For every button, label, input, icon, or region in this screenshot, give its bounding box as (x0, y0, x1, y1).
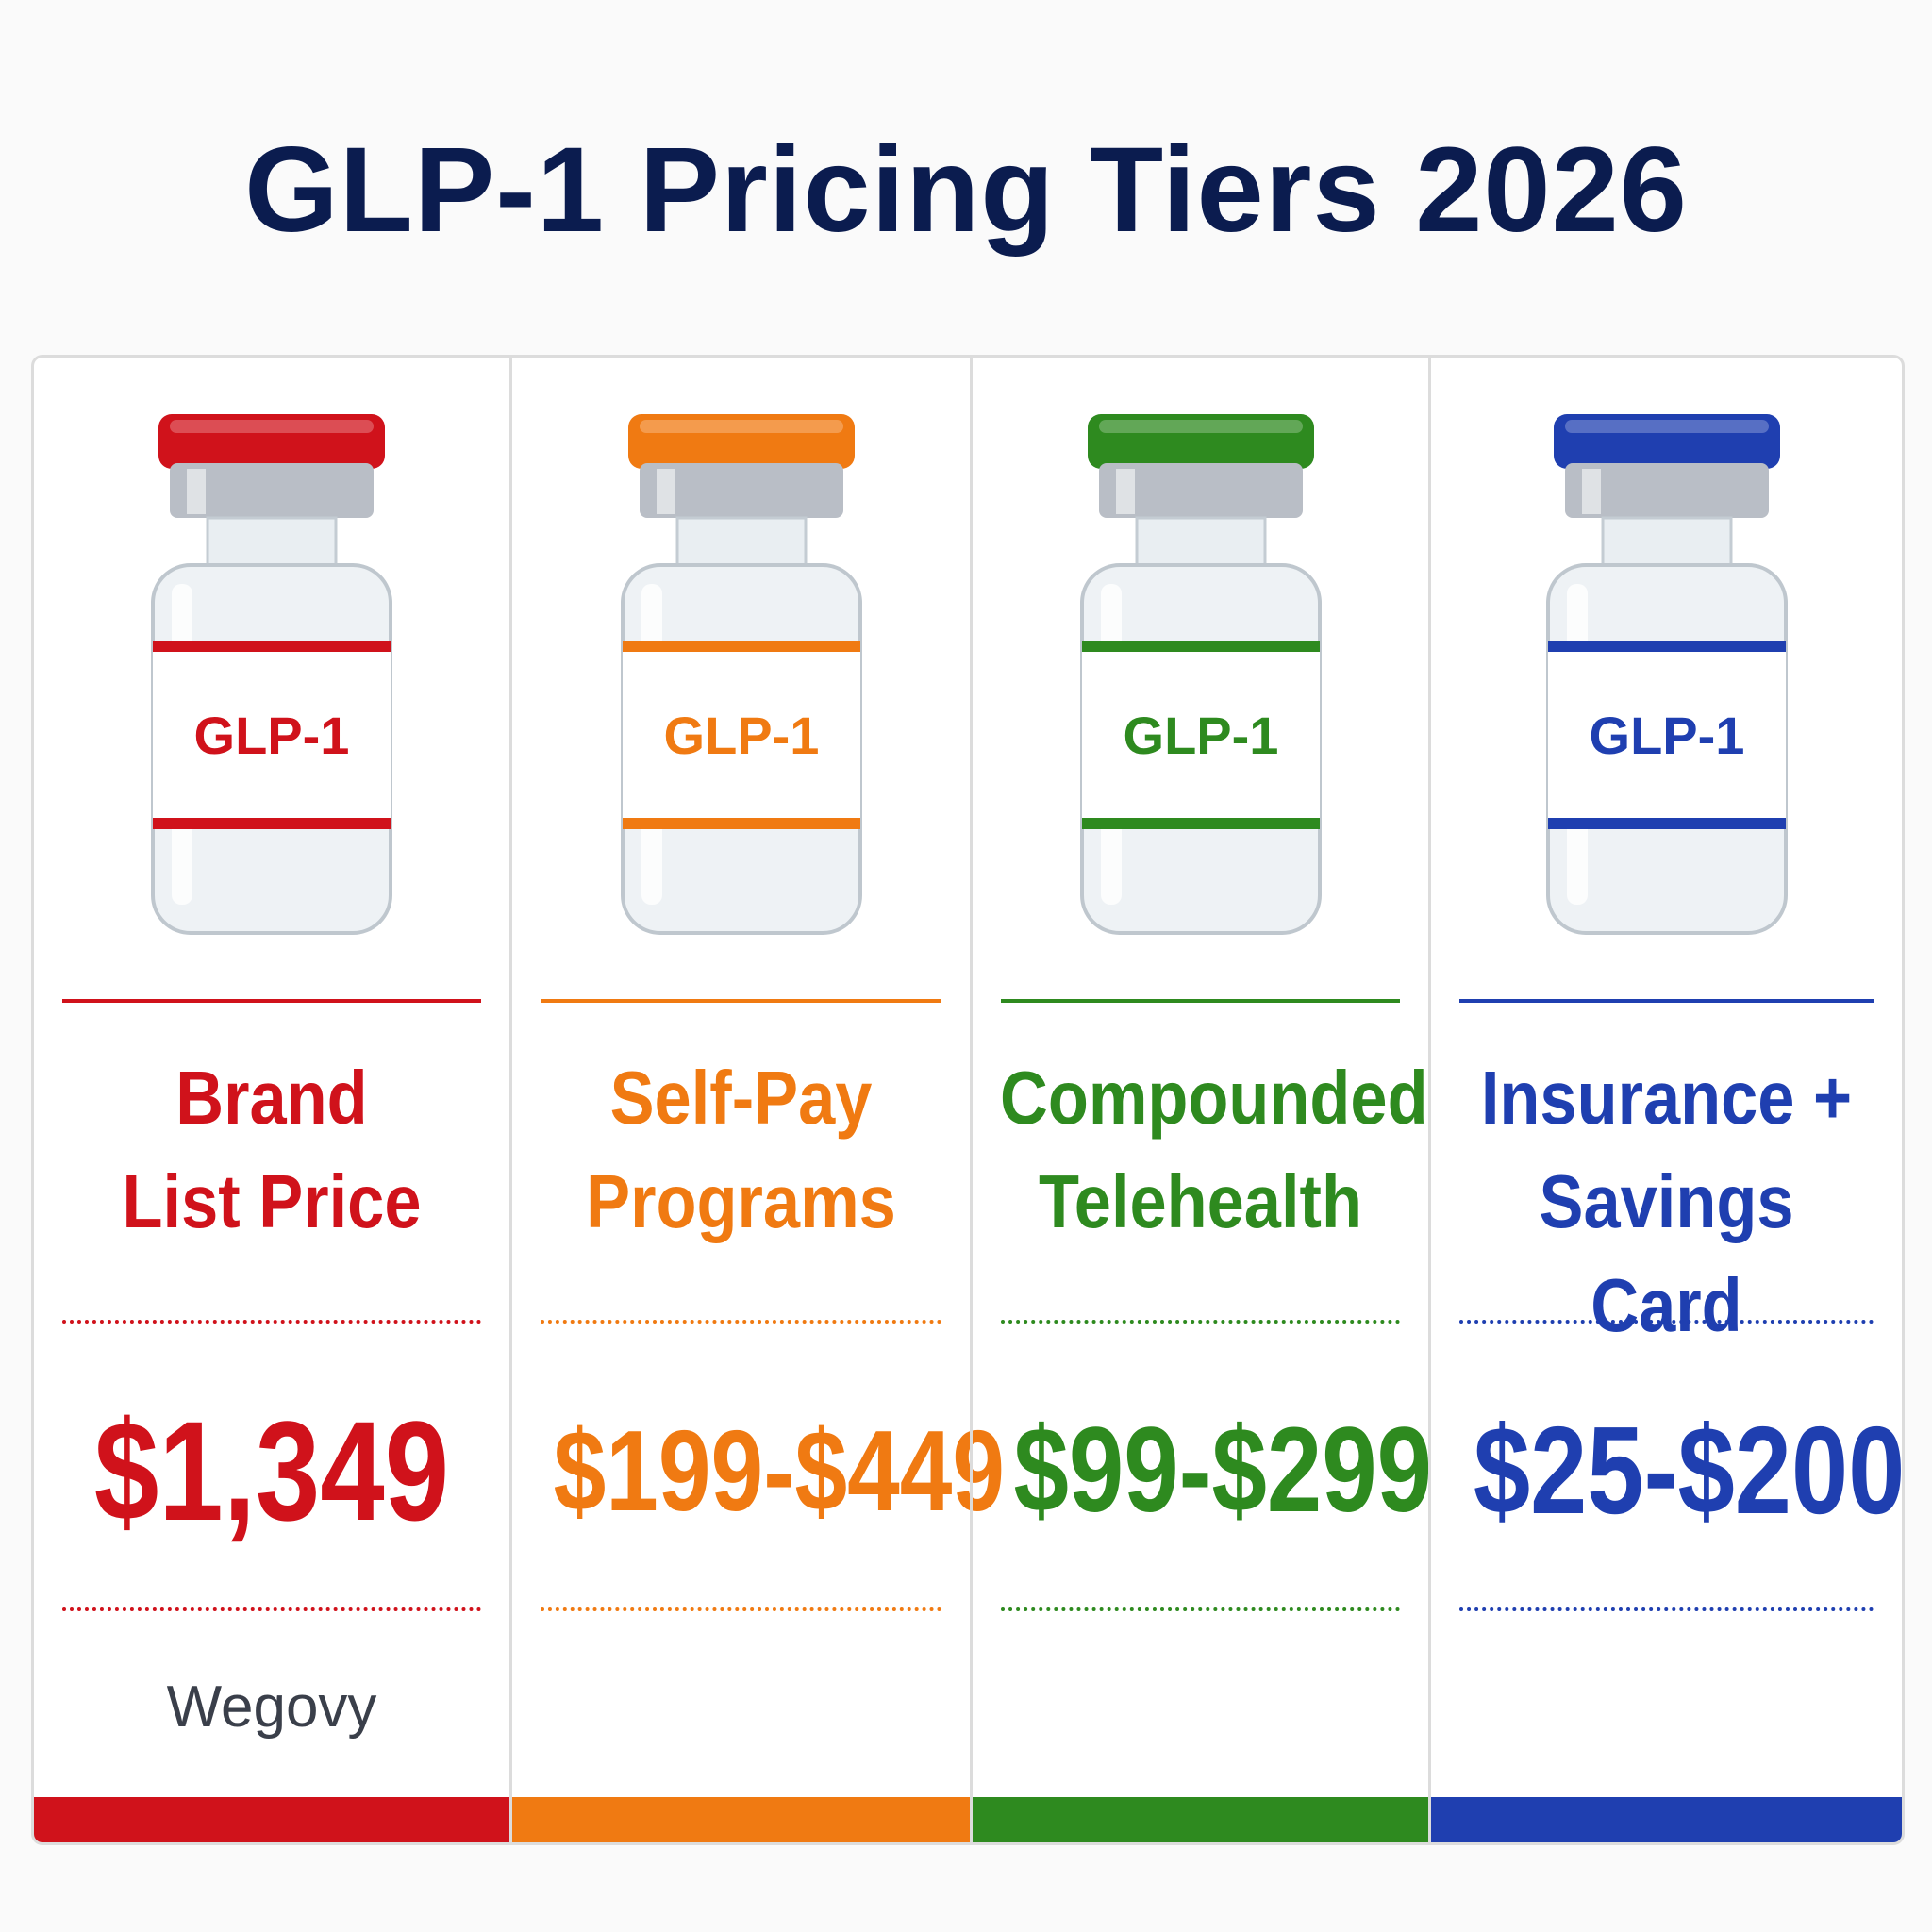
pricing-table: GLP-1 Brand List Price $1,349 Wegovy GLP… (31, 355, 1905, 1845)
dotted-divider (62, 1320, 481, 1324)
tier-column-self-pay: GLP-1 Self-Pay Programs $199-$449 (509, 358, 1006, 1842)
tier-column-brand: GLP-1 Brand List Price $1,349 Wegovy (34, 358, 509, 1842)
color-bar (973, 1797, 1428, 1842)
tier-price: $1,349 (93, 1391, 450, 1550)
divider (541, 999, 941, 1003)
red-vial-icon: GLP-1 (151, 414, 392, 935)
dotted-divider (62, 1607, 481, 1611)
divider (1001, 999, 1400, 1003)
orange-vial-icon: GLP-1 (620, 414, 862, 935)
dotted-divider (1459, 1320, 1874, 1324)
dotted-divider (1459, 1607, 1874, 1611)
tier-price: $199-$449 (553, 1407, 1006, 1535)
vial-label: GLP-1 (194, 706, 350, 765)
dotted-divider (1001, 1607, 1400, 1611)
tier-name: Brand List Price (122, 1056, 422, 1243)
green-vial-icon: GLP-1 (1079, 414, 1322, 935)
vial-label: GLP-1 (1589, 706, 1744, 765)
color-bar (512, 1797, 970, 1842)
dotted-divider (1001, 1320, 1400, 1324)
tier-column-insurance: GLP-1 Insurance + Savings Card $25-$200 (1428, 358, 1902, 1842)
divider (1459, 999, 1874, 1003)
tier-name: Compounded Telehealth (999, 1056, 1428, 1243)
tier-note: Wegovy (166, 1674, 377, 1740)
divider (62, 999, 481, 1003)
dotted-divider (541, 1320, 941, 1324)
tier-price: $25-$200 (1473, 1401, 1905, 1540)
tier-name: Self-Pay Programs (586, 1056, 896, 1243)
page-title: GLP-1 Pricing Tiers 2026 (244, 123, 1688, 258)
vial-label: GLP-1 (663, 706, 819, 765)
color-bar (34, 1797, 509, 1842)
vial-label: GLP-1 (1123, 706, 1278, 765)
tier-price: $99-$299 (1013, 1403, 1433, 1538)
color-bar (1431, 1797, 1902, 1842)
dotted-divider (541, 1607, 941, 1611)
blue-vial-icon: GLP-1 (1545, 414, 1788, 935)
tier-column-compounded: GLP-1 Compounded Telehealth $99-$299 (970, 358, 1433, 1842)
tier-name: Insurance + Savings Card (1480, 1056, 1853, 1347)
